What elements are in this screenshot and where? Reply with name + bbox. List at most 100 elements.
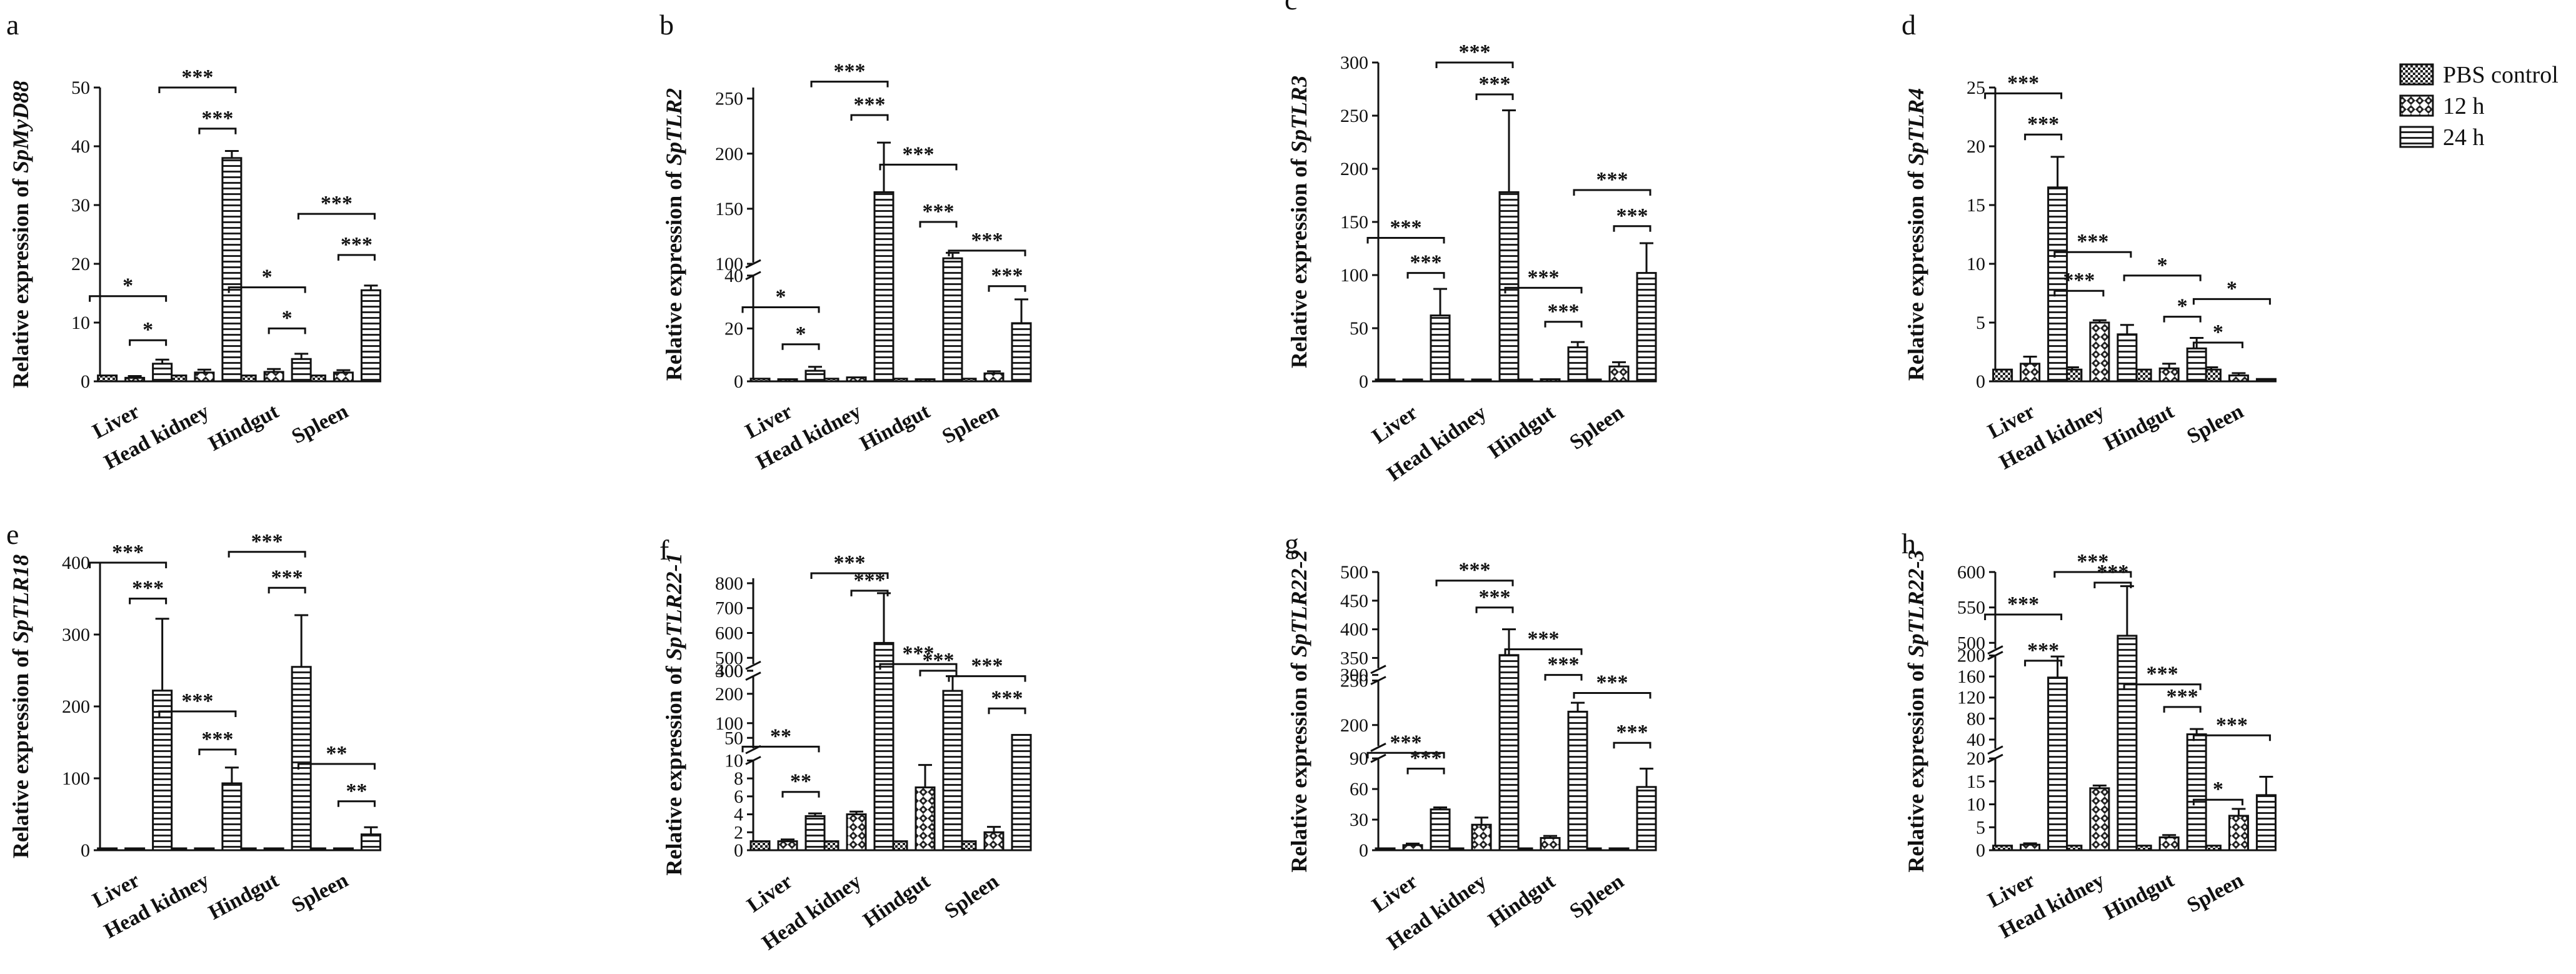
significance-label: *** bbox=[1459, 41, 1491, 64]
significance-bracket bbox=[781, 791, 820, 798]
significance-bracket bbox=[1504, 648, 1583, 655]
significance-bracket bbox=[1366, 751, 1445, 759]
bar-12-h bbox=[2089, 321, 2110, 383]
significance-label: *** bbox=[1390, 731, 1422, 754]
category-label: Hindgut bbox=[2100, 868, 2178, 925]
significance-bracket bbox=[89, 561, 168, 568]
y-axis-label-prefix: Relative expression of bbox=[1903, 166, 1928, 381]
y-tick-label: 0 bbox=[1359, 840, 1368, 861]
y-tick-label: 50 bbox=[1350, 318, 1368, 339]
y-tick-label: 0 bbox=[1359, 371, 1368, 392]
category-label: Spleen bbox=[1565, 870, 1628, 923]
category-label: Spleen bbox=[1565, 401, 1628, 454]
significance-bracket bbox=[879, 163, 958, 171]
bar-24-h bbox=[2117, 635, 2138, 851]
legend-item-24h: 24 h bbox=[2399, 124, 2485, 151]
bar-24-h bbox=[291, 666, 312, 851]
significance-label: *** bbox=[854, 93, 886, 116]
y-tick-label: 15 bbox=[1967, 771, 1985, 792]
bar-pbs-control bbox=[97, 374, 118, 383]
bar-24-h bbox=[942, 257, 963, 383]
significance-bracket bbox=[1573, 691, 1651, 699]
significance-bracket bbox=[228, 551, 306, 558]
significance-label: *** bbox=[834, 551, 866, 575]
bar-pbs-control bbox=[749, 378, 771, 383]
bar-12-h bbox=[333, 847, 354, 851]
bar-12-h bbox=[983, 372, 1005, 383]
significance-bracket bbox=[1475, 606, 1514, 613]
y-tick-label: 200 bbox=[715, 144, 743, 164]
significance-label: *** bbox=[971, 229, 1003, 252]
y-tick-label: 5 bbox=[1976, 817, 1985, 838]
y-tick-label: 25 bbox=[1967, 78, 1985, 98]
significance-bracket bbox=[297, 213, 376, 220]
panel-letter: d bbox=[1902, 9, 1916, 41]
significance-label: * bbox=[123, 274, 133, 298]
bar-pbs-control bbox=[1992, 845, 2013, 851]
y-tick-label: 160 bbox=[1957, 666, 1985, 687]
bar-24-h bbox=[2255, 794, 2277, 851]
y-tick-label: 600 bbox=[1957, 562, 1985, 583]
legend: PBS control 12 h 24 h bbox=[2399, 62, 2558, 151]
y-tick-label: 40 bbox=[724, 266, 743, 286]
y-axis-label-prefix: Relative expression of bbox=[1903, 657, 1928, 872]
y-tick-label: 250 bbox=[715, 89, 743, 109]
significance-bracket bbox=[337, 254, 376, 261]
category-label: Liver bbox=[1368, 870, 1421, 917]
y-axis-break-mark bbox=[745, 660, 761, 670]
y-tick-label: 20 bbox=[724, 318, 743, 339]
y-tick-label: 800 bbox=[715, 573, 743, 594]
y-tick-label: 90 bbox=[1350, 748, 1368, 769]
significance-bracket bbox=[1984, 613, 2063, 620]
significance-label: *** bbox=[2027, 113, 2059, 136]
bar-12-h bbox=[1540, 378, 1561, 383]
significance-label: *** bbox=[112, 541, 144, 564]
significance-bracket bbox=[741, 306, 820, 313]
bar-24-h bbox=[873, 641, 895, 851]
y-axis-label-prefix: Relative expression of bbox=[1286, 657, 1311, 872]
panel-letter: a bbox=[6, 9, 19, 41]
category-label: Spleen bbox=[2183, 868, 2248, 917]
y-tick-label: 5 bbox=[1976, 313, 1985, 333]
y-tick-label: 100 bbox=[1340, 265, 1368, 286]
y-axis-break-mark bbox=[745, 671, 761, 681]
significance-bracket bbox=[1366, 237, 1445, 244]
bar-12-h bbox=[2020, 363, 2041, 383]
significance-bracket bbox=[129, 339, 168, 346]
y-tick-label: 550 bbox=[1957, 598, 1985, 618]
significance-label: *** bbox=[1548, 300, 1580, 323]
significance-label: *** bbox=[251, 530, 283, 553]
bar-24-h bbox=[221, 782, 243, 851]
panel-letter: e bbox=[6, 518, 19, 550]
bar-12-h bbox=[2158, 367, 2180, 383]
y-axis-label-prefix: Relative expression of bbox=[1286, 153, 1311, 368]
category-label: Spleen bbox=[940, 870, 1003, 923]
significance-bracket bbox=[2024, 133, 2063, 141]
significance-bracket bbox=[297, 763, 376, 770]
y-tick-label: 500 bbox=[1340, 562, 1368, 583]
y-tick-label: 0 bbox=[81, 840, 90, 861]
significance-label: ** bbox=[346, 780, 367, 803]
y-axis-label-prefix: Relative expression of bbox=[8, 643, 33, 858]
bar-12-h bbox=[777, 840, 798, 851]
y-tick-label: 400 bbox=[1340, 620, 1368, 640]
bar-24-h bbox=[221, 157, 243, 383]
y-tick-label: 150 bbox=[715, 199, 743, 219]
legend-label-12h: 12 h bbox=[2443, 93, 2485, 119]
y-tick-label: 450 bbox=[1340, 591, 1368, 611]
y-axis-label: Relative expression of SpTLR22-2 bbox=[1286, 550, 1311, 872]
significance-label: *** bbox=[1528, 266, 1560, 289]
y-axis-label-prefix: Relative expression of bbox=[8, 173, 33, 388]
bar-24-h bbox=[152, 363, 173, 383]
bar-24-h bbox=[1430, 314, 1451, 383]
significance-label: *** bbox=[923, 649, 955, 672]
legend-swatch-pbs bbox=[2399, 63, 2434, 86]
significance-label: *** bbox=[2007, 71, 2039, 94]
significance-label: * bbox=[2213, 778, 2223, 801]
y-tick-label: 600 bbox=[715, 623, 743, 643]
significance-label: * bbox=[262, 266, 273, 289]
significance-label: *** bbox=[2167, 685, 2198, 708]
bar-12-h bbox=[1471, 823, 1492, 851]
y-tick-label: 150 bbox=[1340, 212, 1368, 233]
